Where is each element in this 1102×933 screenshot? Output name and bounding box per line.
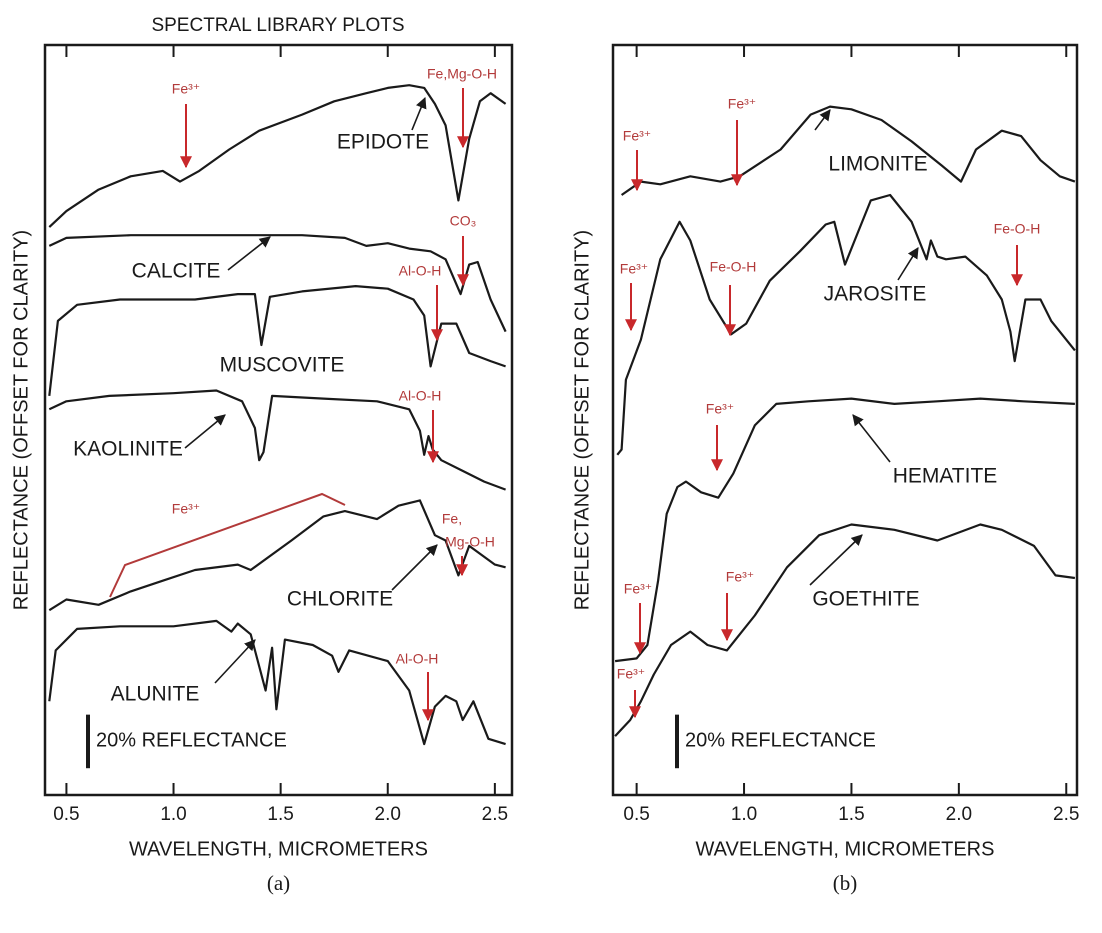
feature-label: Al-O-H bbox=[399, 388, 442, 404]
series-label: ALUNITE bbox=[111, 683, 200, 706]
series-label: JAROSITE bbox=[824, 283, 927, 306]
x-tick-label: 1.0 bbox=[731, 804, 757, 825]
feature-label: Fe³⁺ bbox=[624, 581, 652, 597]
series-label: HEMATITE bbox=[893, 465, 998, 488]
plot-frame bbox=[43, 43, 514, 797]
feature-bracket bbox=[109, 492, 346, 598]
caption: (b) bbox=[833, 871, 858, 895]
feature-label: Al-O-H bbox=[396, 651, 439, 667]
series-label: CHLORITE bbox=[287, 588, 393, 611]
x-tick-label: 1.0 bbox=[160, 804, 186, 825]
plot-frame bbox=[611, 43, 1079, 797]
scale-label: 20% REFLECTANCE bbox=[96, 730, 287, 752]
label-arrow bbox=[411, 96, 427, 131]
feature-label: Fe-O-H bbox=[994, 221, 1041, 237]
feature-label: Fe³⁺ bbox=[172, 501, 200, 517]
y-axis-label: REFLECTANCE (OFFSET FOR CLARITY) bbox=[571, 230, 593, 610]
x-tick-label: 0.5 bbox=[623, 804, 649, 825]
series-label: KAOLINITE bbox=[73, 438, 183, 461]
x-tick-label: 2.5 bbox=[482, 804, 508, 825]
feature-label: Al-O-H bbox=[399, 263, 442, 279]
label-arrow bbox=[391, 544, 438, 591]
series-label: GOETHITE bbox=[812, 588, 919, 611]
x-axis-label: WAVELENGTH, MICROMETERS bbox=[696, 838, 995, 860]
feature-label: Fe, bbox=[442, 511, 462, 527]
series-label: LIMONITE bbox=[828, 153, 927, 176]
x-axis-label: WAVELENGTH, MICROMETERS bbox=[129, 838, 428, 860]
spectrum-line bbox=[48, 84, 507, 228]
x-tick-label: 0.5 bbox=[53, 804, 79, 825]
x-tick-label: 2.5 bbox=[1053, 804, 1079, 825]
y-axis-label: REFLECTANCE (OFFSET FOR CLARITY) bbox=[10, 230, 32, 610]
feature-label: CO₃ bbox=[450, 213, 477, 229]
spectrum-line bbox=[614, 523, 1076, 737]
series-label: EPIDOTE bbox=[337, 131, 429, 154]
scale-label: 20% REFLECTANCE bbox=[685, 730, 876, 752]
feature-label: Fe³⁺ bbox=[706, 401, 734, 417]
feature-label: Fe³⁺ bbox=[172, 81, 200, 97]
x-tick-label: 2.0 bbox=[946, 804, 972, 825]
spectrum-line bbox=[620, 105, 1076, 196]
spectrum-line bbox=[48, 499, 506, 612]
feature-label: Mg-O-H bbox=[445, 534, 495, 550]
label-arrow bbox=[809, 534, 863, 586]
series-label: MUSCOVITE bbox=[220, 354, 345, 377]
x-tick-label: 2.0 bbox=[375, 804, 401, 825]
feature-label: Fe³⁺ bbox=[617, 666, 645, 682]
x-tick-label: 1.5 bbox=[838, 804, 864, 825]
feature-label: Fe-O-H bbox=[710, 259, 757, 275]
chart-title: SPECTRAL LIBRARY PLOTS bbox=[151, 15, 404, 36]
feature-label: Fe,Mg-O-H bbox=[427, 66, 497, 82]
feature-label: Fe³⁺ bbox=[623, 128, 651, 144]
label-arrow bbox=[852, 414, 891, 463]
label-arrow bbox=[214, 639, 256, 684]
x-tick-label: 1.5 bbox=[267, 804, 293, 825]
label-arrow bbox=[814, 109, 831, 131]
feature-label: Fe³⁺ bbox=[620, 261, 648, 277]
series-label: CALCITE bbox=[132, 260, 221, 283]
spectrum-line bbox=[616, 193, 1076, 456]
spectrum-line bbox=[48, 285, 506, 397]
spectrum-line bbox=[614, 397, 1075, 663]
label-arrow bbox=[897, 247, 919, 281]
spectrum-line bbox=[48, 234, 507, 333]
feature-label: Fe³⁺ bbox=[726, 569, 754, 585]
feature-label: Fe³⁺ bbox=[728, 96, 756, 112]
spectrum-line bbox=[48, 619, 506, 746]
caption: (a) bbox=[267, 871, 290, 895]
label-arrow bbox=[184, 414, 226, 449]
label-arrow bbox=[227, 236, 271, 271]
